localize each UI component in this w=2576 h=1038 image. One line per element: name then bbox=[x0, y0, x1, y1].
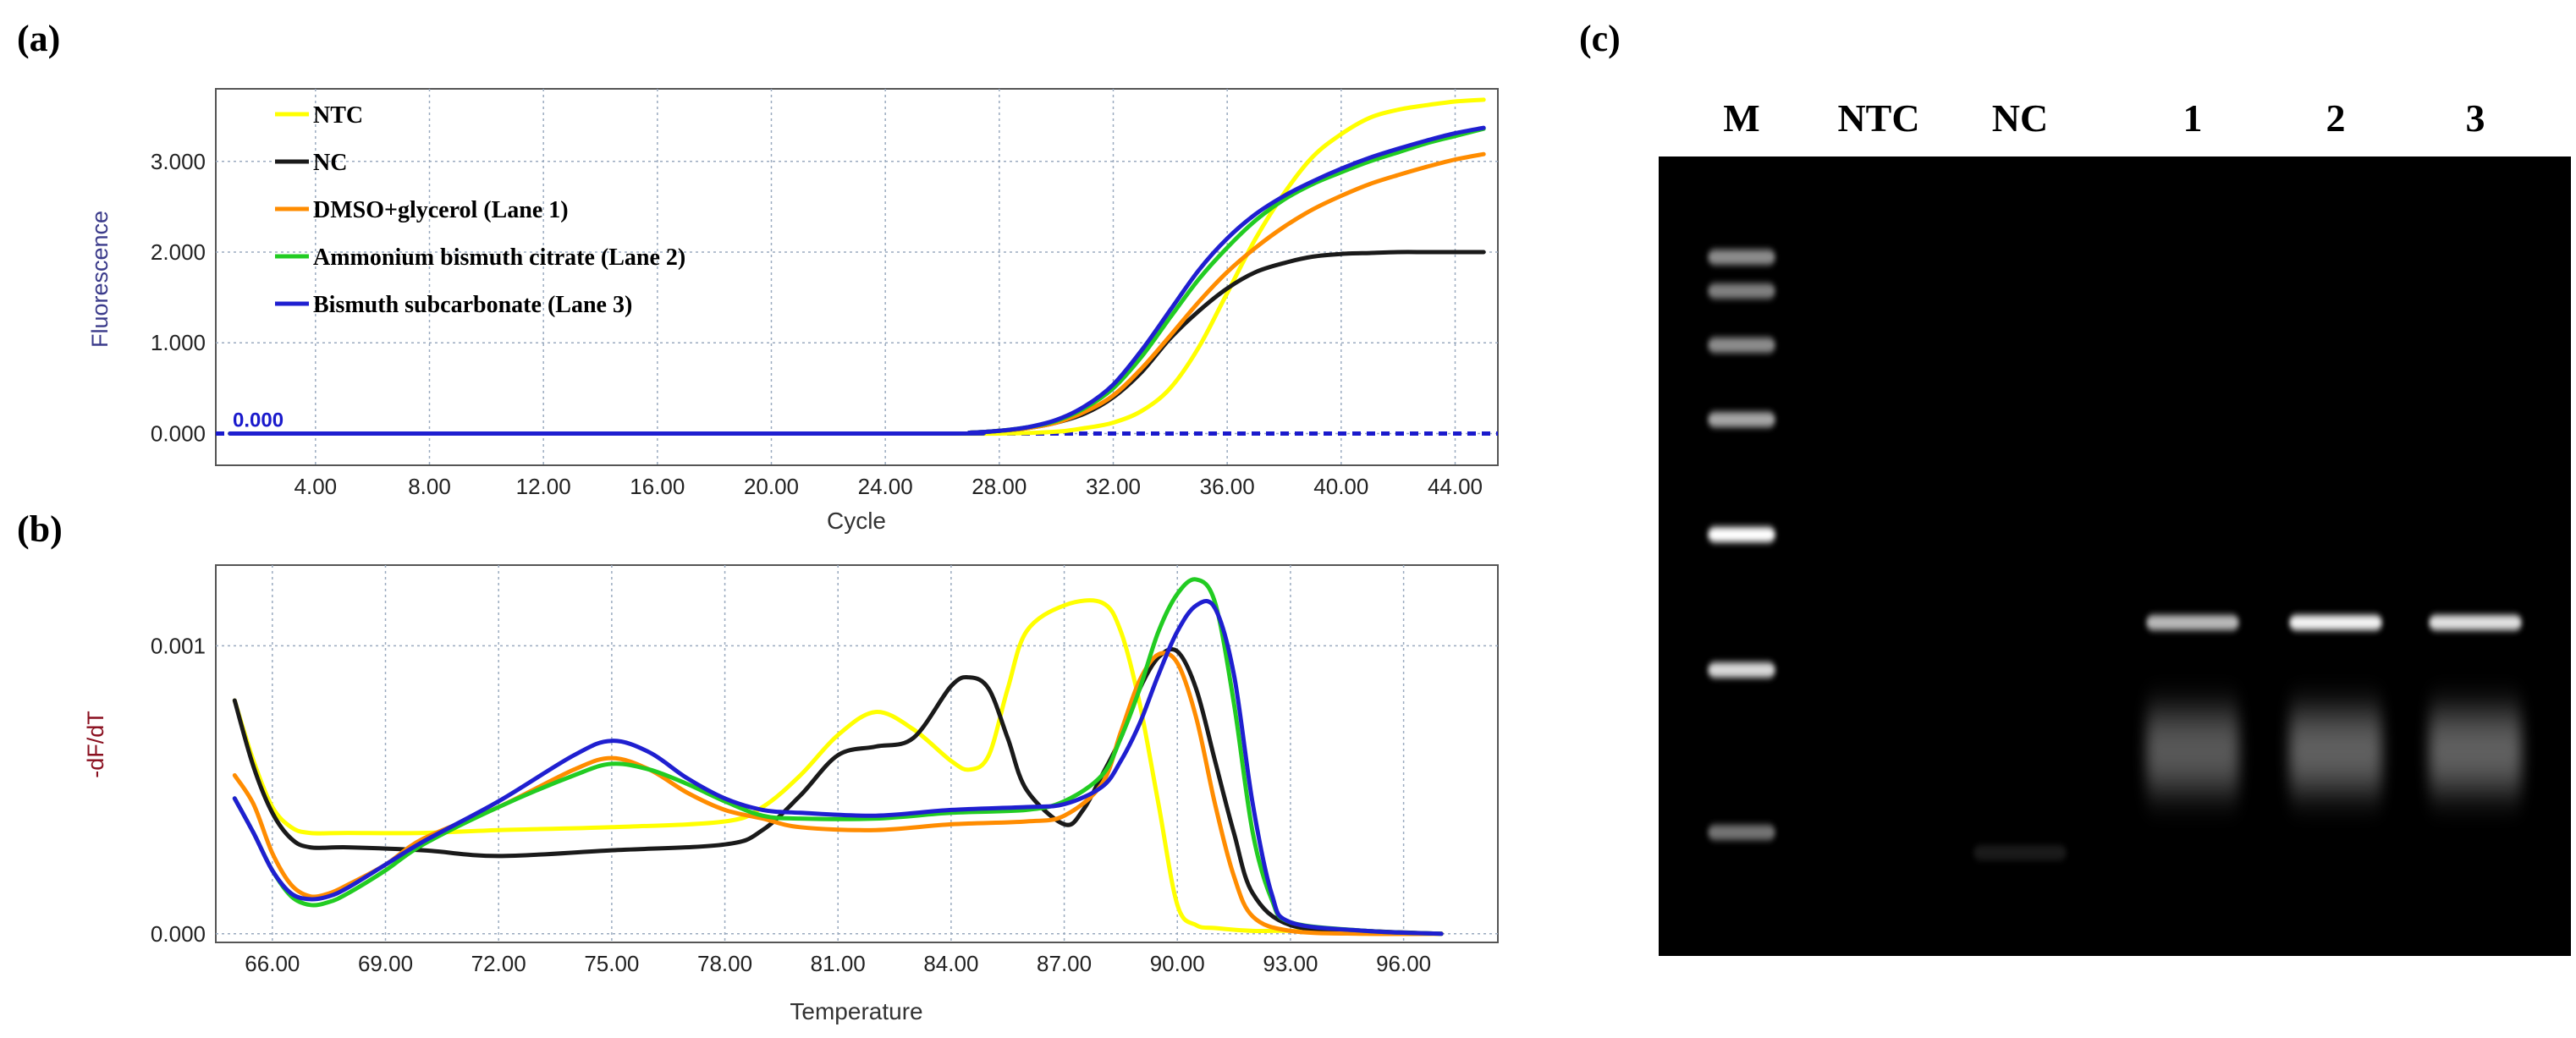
x-tick-label: 84.00 bbox=[923, 951, 978, 976]
plot-area-b bbox=[215, 564, 1499, 943]
gel-band bbox=[1708, 250, 1775, 265]
x-axis-title-b: Temperature bbox=[790, 998, 922, 1024]
gel-band bbox=[1708, 662, 1775, 678]
legend-label-nc: NC bbox=[313, 150, 347, 176]
series-line-nc bbox=[232, 647, 1444, 936]
x-tick-label: 40.00 bbox=[1313, 474, 1368, 499]
legend-label-abc: Ammonium bismuth citrate (Lane 2) bbox=[313, 244, 685, 271]
gel-band bbox=[1708, 338, 1775, 353]
x-tick-label: 72.00 bbox=[471, 951, 526, 976]
legend-label-dmso: DMSO+glycerol (Lane 1) bbox=[313, 197, 569, 223]
x-tick-label: 12.00 bbox=[516, 474, 571, 499]
x-tick-label: 20.00 bbox=[744, 474, 799, 499]
gel-band bbox=[1708, 283, 1775, 299]
x-tick-label: 44.00 bbox=[1428, 474, 1483, 499]
x-tick-label: 16.00 bbox=[630, 474, 685, 499]
x-tick-label: 78.00 bbox=[697, 951, 752, 976]
y-tick-label: 1.000 bbox=[151, 330, 206, 355]
gel-lane-label: NTC bbox=[1837, 96, 1919, 140]
y-tick-label: 0.000 bbox=[151, 921, 206, 947]
gel-lane-label: NC bbox=[1992, 96, 2048, 140]
series-lines-a bbox=[228, 97, 1486, 437]
y-tick-label: 2.000 bbox=[151, 239, 206, 265]
x-tick-label: 28.00 bbox=[972, 474, 1027, 499]
gel-lane-label: 3 bbox=[2466, 96, 2485, 140]
series-line-abc bbox=[232, 577, 1444, 936]
x-tick-label: 8.00 bbox=[408, 474, 451, 499]
x-tick-label: 87.00 bbox=[1037, 951, 1092, 976]
x-tick-label: 24.00 bbox=[858, 474, 913, 499]
x-tick-label: 36.00 bbox=[1200, 474, 1255, 499]
panel-label-a: (a) bbox=[17, 18, 60, 59]
panel-label-c: (c) bbox=[1579, 18, 1621, 59]
series-line-ntc bbox=[232, 598, 1444, 936]
x-ticks-b: 66.00 69.00 72.00 75.00 78.00 81.00 84.00 87.00… bbox=[245, 951, 1431, 976]
gel-lane-label: 1 bbox=[2183, 96, 2203, 140]
gel-background bbox=[1659, 157, 2571, 956]
gel-image: M NTC NC 1 2 3 bbox=[1659, 96, 2571, 956]
y-axis-title-b: -dF/dT bbox=[83, 711, 108, 778]
gel-bands bbox=[1708, 250, 2522, 860]
threshold-label: 0.000 bbox=[233, 409, 283, 431]
y-axis-title-a: Fluorescence bbox=[87, 211, 113, 348]
amplification-chart: 0.000 4.00 8.00 12.00 16.00 20.00 24.00 28.00 3… bbox=[87, 88, 1499, 534]
x-tick-label: 32.00 bbox=[1086, 474, 1141, 499]
gel-band bbox=[2429, 615, 2522, 630]
y-tick-label: 0.001 bbox=[151, 633, 206, 658]
gel-smear bbox=[2289, 713, 2382, 789]
x-ticks-a: 4.00 8.00 12.00 16.00 20.00 24.00 28.00 32.00 36… bbox=[294, 474, 1483, 499]
gel-band bbox=[1973, 845, 2067, 860]
gel-lane-label: M bbox=[1723, 96, 1759, 140]
x-axis-title-a: Cycle bbox=[827, 508, 886, 534]
x-tick-label: 93.00 bbox=[1263, 951, 1318, 976]
grid-b bbox=[216, 565, 1498, 942]
x-tick-label: 66.00 bbox=[245, 951, 300, 976]
y-tick-label: 0.000 bbox=[151, 420, 206, 446]
panel-label-b: (b) bbox=[17, 508, 63, 550]
gel-band bbox=[1708, 412, 1775, 427]
x-tick-label: 75.00 bbox=[584, 951, 639, 976]
gel-band bbox=[1708, 527, 1775, 542]
gel-band bbox=[1708, 825, 1775, 840]
x-tick-label: 81.00 bbox=[811, 951, 866, 976]
y-ticks-a: 0.000 1.000 2.000 3.000 bbox=[151, 149, 206, 447]
legend-label-bsc: Bismuth subcarbonate (Lane 3) bbox=[313, 292, 632, 318]
series-line-bsc bbox=[228, 125, 1486, 437]
gel-band bbox=[2146, 615, 2239, 630]
legend-a: NTC NC DMSO+glycerol (Lane 1) Ammonium bism… bbox=[275, 102, 685, 318]
series-line-dmso bbox=[232, 651, 1444, 936]
series-line-bsc bbox=[232, 599, 1444, 936]
x-tick-label: 4.00 bbox=[294, 474, 338, 499]
legend-label-ntc: NTC bbox=[313, 102, 363, 129]
y-tick-label: 3.000 bbox=[151, 149, 206, 174]
x-tick-label: 69.00 bbox=[358, 951, 413, 976]
gel-lane-label: 2 bbox=[2326, 96, 2346, 140]
gel-band bbox=[2289, 615, 2382, 630]
gel-smear bbox=[2429, 713, 2522, 789]
melt-curve-chart: 66.00 69.00 72.00 75.00 78.00 81.00 84.00 87.00… bbox=[83, 564, 1499, 1024]
series-lines-b bbox=[232, 577, 1444, 936]
gel-smear bbox=[2146, 713, 2239, 789]
x-tick-label: 96.00 bbox=[1376, 951, 1431, 976]
x-tick-label: 90.00 bbox=[1150, 951, 1205, 976]
plot-area-a bbox=[215, 88, 1499, 466]
y-ticks-b: 0.000 0.001 bbox=[151, 633, 206, 946]
gel-lane-labels: M NTC NC 1 2 3 bbox=[1723, 96, 2485, 140]
